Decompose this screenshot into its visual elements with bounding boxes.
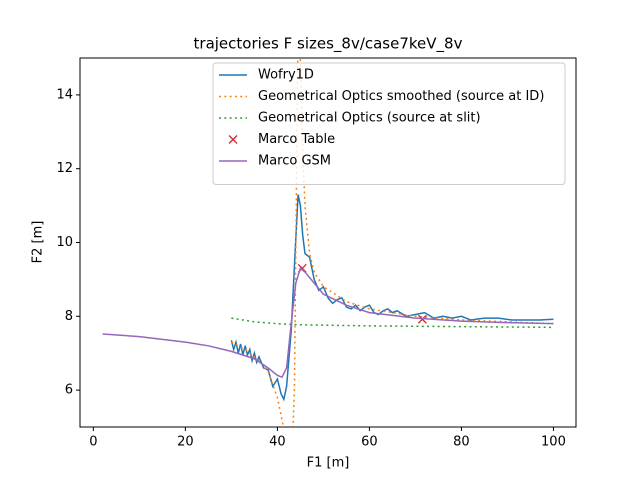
x-tick-label: 60 (361, 435, 378, 450)
chart-title: trajectories F sizes_8v/case7keV_8v (194, 35, 463, 54)
y-axis-label: F2 [m] (31, 221, 46, 264)
legend-label: Wofry1D (258, 68, 314, 83)
data-line (231, 58, 554, 427)
y-tick-label: 6 (65, 383, 73, 398)
x-tick-label: 80 (453, 435, 470, 450)
legend-label: Marco Table (258, 132, 335, 147)
x-tick-label: 40 (269, 435, 286, 450)
data-line (230, 194, 554, 402)
y-tick-label: 8 (65, 309, 73, 324)
legend-marker (228, 135, 238, 144)
y-tick-label: 10 (56, 235, 73, 250)
data-line (102, 267, 554, 379)
legend-box (212, 62, 566, 185)
x-tick-label: 20 (177, 435, 194, 450)
legend-label: Geometrical Optics smoothed (source at I… (258, 89, 544, 104)
legend-label: Marco GSM (258, 154, 331, 169)
x-tick-label: 100 (541, 435, 566, 450)
x-tick-label: 0 (89, 435, 97, 450)
plot-area (102, 58, 554, 427)
legend-label: Geometrical Optics (source at slit) (258, 111, 481, 126)
y-tick-label: 12 (56, 161, 73, 176)
y-tick-label: 14 (56, 87, 73, 102)
x-axis-label: F1 [m] (307, 456, 350, 471)
legend: Wofry1D Geometrical Optics smoothed (sour… (212, 62, 566, 185)
